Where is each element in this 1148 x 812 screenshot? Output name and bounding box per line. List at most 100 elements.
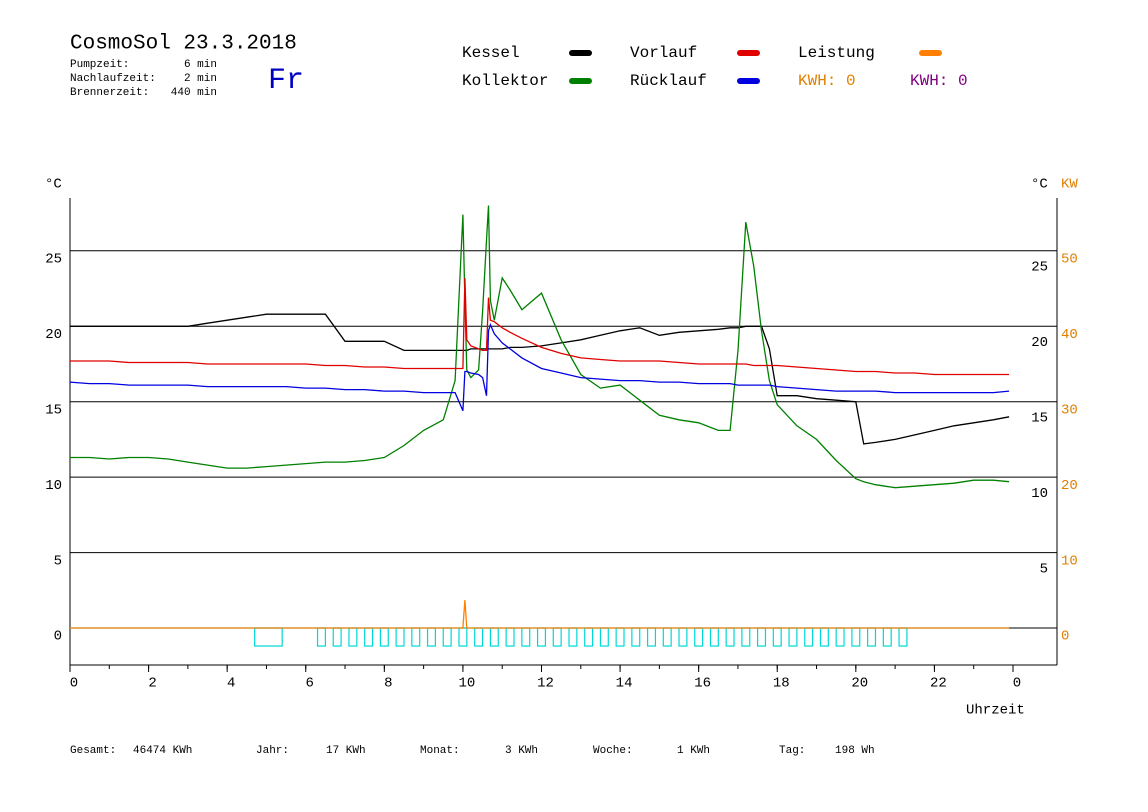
- y2-tick-label: 0: [1061, 629, 1069, 645]
- pump-pulse: [599, 627, 609, 647]
- pump-pulse: [426, 627, 437, 647]
- pump-pulse: [772, 627, 782, 647]
- stat-value: 2 min: [184, 73, 217, 85]
- pump-pulse: [568, 627, 578, 647]
- pump-pulse: [756, 627, 767, 647]
- footer-value: 46474 KWh: [133, 745, 192, 757]
- stat-label: Pumpzeit:: [70, 59, 129, 71]
- y-tick-label-right: 5: [1040, 561, 1048, 577]
- pump-pulse: [379, 627, 389, 647]
- pump-pulse: [898, 627, 908, 647]
- y2-tick-label: 10: [1061, 553, 1078, 569]
- x-tick-label: 0: [1013, 676, 1021, 692]
- y-tick-label-right: 25: [1031, 260, 1048, 276]
- pump-pulse: [395, 627, 405, 647]
- kwh-label: KWH: 0: [798, 72, 856, 90]
- series-line: [70, 600, 1010, 629]
- x-tick-label: 10: [459, 676, 476, 692]
- pump-pulse: [411, 627, 421, 647]
- footer-value: 198 Wh: [835, 745, 875, 757]
- y-tick-label: 20: [45, 327, 62, 343]
- title: CosmoSol 23.3.2018: [70, 33, 297, 56]
- x-tick-label: 2: [148, 676, 156, 692]
- kwh-label: KWH: 0: [910, 72, 968, 90]
- stat-value: 6 min: [184, 59, 217, 71]
- stat-label: Nachlaufzeit:: [70, 73, 156, 85]
- pump-pulse: [788, 627, 798, 647]
- x-tick-label: 6: [306, 676, 314, 692]
- footer-value: 1 KWh: [677, 745, 710, 757]
- pump-pulse: [631, 627, 641, 647]
- pump-pulse: [804, 627, 814, 647]
- x-tick-label: 0: [70, 676, 78, 692]
- legend-label: Kessel: [462, 44, 520, 62]
- footer-label: Gesamt:: [70, 745, 116, 757]
- pump-pulse: [867, 627, 877, 647]
- series-line: [69, 322, 1010, 412]
- pump-pulse: [584, 627, 594, 647]
- x-tick-label: 8: [384, 676, 392, 692]
- pump-pulse: [348, 627, 358, 647]
- y-tick-label: 15: [45, 402, 62, 418]
- footer-value: 3 KWh: [505, 745, 538, 757]
- y2-axis-label-unit: °C: [1031, 177, 1048, 193]
- pump-pulse: [458, 627, 468, 647]
- legend-label: Leistung: [798, 44, 875, 62]
- weekday: Fr: [268, 64, 304, 98]
- series-line: [70, 277, 1010, 376]
- x-tick-label: 20: [851, 676, 868, 692]
- pump-pulse: [505, 627, 515, 647]
- legend-label: Vorlauf: [630, 44, 697, 62]
- pump-pulse: [678, 627, 688, 647]
- y-tick-label-right: 15: [1031, 410, 1048, 426]
- pump-pulse: [709, 627, 719, 647]
- footer-label: Jahr:: [256, 745, 289, 757]
- pump-pulse: [662, 627, 672, 647]
- pump-pulse: [536, 627, 547, 647]
- x-tick-label: 18: [773, 676, 790, 692]
- pump-pulse: [442, 627, 452, 647]
- legend-label: Rücklauf: [630, 72, 707, 90]
- y-tick-label-right: 20: [1031, 335, 1048, 351]
- pump-pulse: [851, 627, 861, 647]
- pump-pulse: [741, 627, 751, 647]
- pump-pulse: [521, 627, 531, 647]
- pump-pulse: [474, 627, 484, 647]
- x-axis-label: Uhrzeit: [966, 703, 1025, 719]
- y2-tick-label: 40: [1061, 327, 1078, 343]
- pump-pulse: [316, 627, 326, 647]
- x-tick-label: 14: [616, 676, 633, 692]
- pump-pulse: [332, 627, 342, 647]
- y2-axis-label: KW: [1061, 177, 1078, 193]
- pump-pulse: [835, 627, 845, 647]
- footer-label: Monat:: [420, 745, 460, 757]
- stat-label: Brennerzeit:: [70, 87, 149, 99]
- y-tick-label-right: 10: [1031, 486, 1048, 502]
- footer-label: Tag:: [779, 745, 805, 757]
- pump-pulse: [819, 627, 829, 647]
- x-tick-label: 22: [930, 676, 947, 692]
- y2-tick-label: 50: [1061, 252, 1078, 268]
- y-tick-label: 5: [54, 553, 62, 569]
- pump-pulse: [254, 627, 283, 647]
- series-line: [70, 313, 1010, 445]
- y-axis-label: °C: [45, 177, 62, 193]
- x-tick-label: 16: [694, 676, 711, 692]
- pump-pulse: [646, 627, 657, 647]
- x-tick-label: 4: [227, 676, 235, 692]
- pump-pulse: [364, 627, 374, 647]
- legend-label: Kollektor: [462, 72, 548, 90]
- y-tick-label: 10: [45, 478, 62, 494]
- pump-pulse: [725, 627, 735, 647]
- stat-value: 440 min: [171, 87, 217, 99]
- pump-pulse: [552, 627, 562, 647]
- footer-value: 17 KWh: [326, 745, 366, 757]
- pump-pulse: [489, 627, 499, 647]
- x-tick-label: 12: [537, 676, 554, 692]
- series-line: [70, 205, 1010, 489]
- pump-pulse: [615, 627, 625, 647]
- y2-tick-label: 30: [1061, 402, 1078, 418]
- pump-pulse: [882, 627, 892, 647]
- y-tick-label: 0: [54, 629, 62, 645]
